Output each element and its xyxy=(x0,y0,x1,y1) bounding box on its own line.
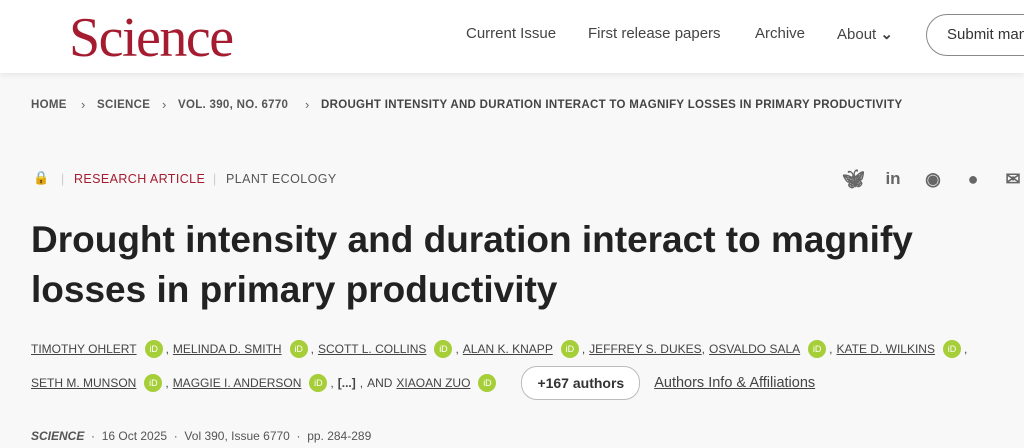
divider: | xyxy=(213,172,217,186)
author-link[interactable]: MAGGIE I. ANDERSON xyxy=(172,376,302,390)
authors-line-2: SETH M. MUNSON iD, MAGGIE I. ANDERSON iD, … xyxy=(31,366,815,400)
article-title: Drought intensity and duration interact … xyxy=(31,219,913,310)
orcid-icon[interactable]: iD xyxy=(942,340,961,358)
volume-issue[interactable]: Vol 390, Issue 6770 xyxy=(184,429,290,443)
chevron-right-icon: › xyxy=(305,97,310,112)
reddit-icon[interactable]: ◉ xyxy=(925,169,941,189)
ellipsis[interactable]: [...] xyxy=(337,376,356,390)
pages: pp. 284-289 xyxy=(307,429,372,443)
linkedin-icon[interactable]: in xyxy=(885,169,901,188)
author-link[interactable]: KATE D. WILKINS xyxy=(836,342,935,356)
breadcrumb-science[interactable]: SCIENCE xyxy=(97,99,151,111)
author-link[interactable]: MELINDA D. SMITH xyxy=(172,342,282,356)
nav-about-label: About xyxy=(837,26,877,43)
submit-manuscript-button[interactable]: Submit manuscript xyxy=(926,14,1024,56)
author-link[interactable]: SCOTT L. COLLINS xyxy=(317,342,427,356)
site-header: Science Current Issue First release pape… xyxy=(0,0,1024,73)
article-type: RESEARCH ARTICLE xyxy=(74,172,206,186)
author-link[interactable]: JEFFREY S. DUKES xyxy=(589,342,702,356)
orcid-icon[interactable]: iD xyxy=(434,340,453,358)
author-link[interactable]: ALAN K. KNAPP xyxy=(462,342,553,356)
author-link[interactable]: TIMOTHY OHLERT xyxy=(31,342,137,356)
orcid-icon[interactable]: iD xyxy=(144,340,163,358)
chevron-down-icon: ⌄ xyxy=(880,26,893,43)
nav-about[interactable]: About ⌄ xyxy=(837,25,893,43)
more-authors-button[interactable]: +167 authors xyxy=(521,366,641,400)
orcid-icon[interactable]: iD xyxy=(808,340,827,358)
lock-icon: 🔒 xyxy=(33,170,50,185)
wechat-icon[interactable]: ● xyxy=(967,169,979,189)
orcid-icon[interactable]: iD xyxy=(144,374,163,392)
share-icons: 🦋︎ in ◉ ● ✉ xyxy=(842,168,1024,190)
orcid-icon[interactable]: iD xyxy=(560,340,579,358)
breadcrumb-home[interactable]: HOME xyxy=(31,99,67,111)
authors-affiliations-link[interactable]: Authors Info & Affiliations xyxy=(654,375,816,391)
science-logo[interactable]: Science xyxy=(69,7,234,69)
orcid-icon[interactable]: iD xyxy=(289,340,308,358)
email-icon[interactable]: ✉ xyxy=(1005,169,1021,189)
bluesky-icon[interactable]: 🦋︎ xyxy=(842,169,865,189)
breadcrumb-volume[interactable]: VOL. 390, NO. 6770 xyxy=(178,99,289,111)
pub-date: 16 Oct 2025 xyxy=(101,429,168,443)
orcid-icon[interactable]: iD xyxy=(309,374,328,392)
chevron-right-icon: › xyxy=(162,97,167,112)
author-link[interactable]: SETH M. MUNSON xyxy=(31,376,137,390)
nav-current-issue[interactable]: Current Issue xyxy=(466,25,557,42)
author-link[interactable]: OSVALDO SALA xyxy=(709,342,801,356)
breadcrumb-current: DROUGHT INTENSITY AND DURATION INTERACT … xyxy=(321,99,903,111)
publication-info: SCIENCE · 16 Oct 2025 · Vol 390, Issue 6… xyxy=(31,429,372,443)
journal-name: SCIENCE xyxy=(31,429,85,443)
and-text: AND xyxy=(367,376,393,390)
chevron-right-icon: › xyxy=(81,97,86,112)
nav-archive[interactable]: Archive xyxy=(755,25,806,42)
nav-first-release[interactable]: First release papers xyxy=(588,25,721,42)
divider: | xyxy=(61,172,65,186)
author-link[interactable]: XIAOAN ZUO xyxy=(396,376,471,390)
article-subject[interactable]: PLANT ECOLOGY xyxy=(226,172,337,186)
orcid-icon[interactable]: iD xyxy=(478,374,497,392)
authors-line-1: TIMOTHY OHLERT iD, MELINDA D. SMITH iD, SC… xyxy=(31,340,968,358)
